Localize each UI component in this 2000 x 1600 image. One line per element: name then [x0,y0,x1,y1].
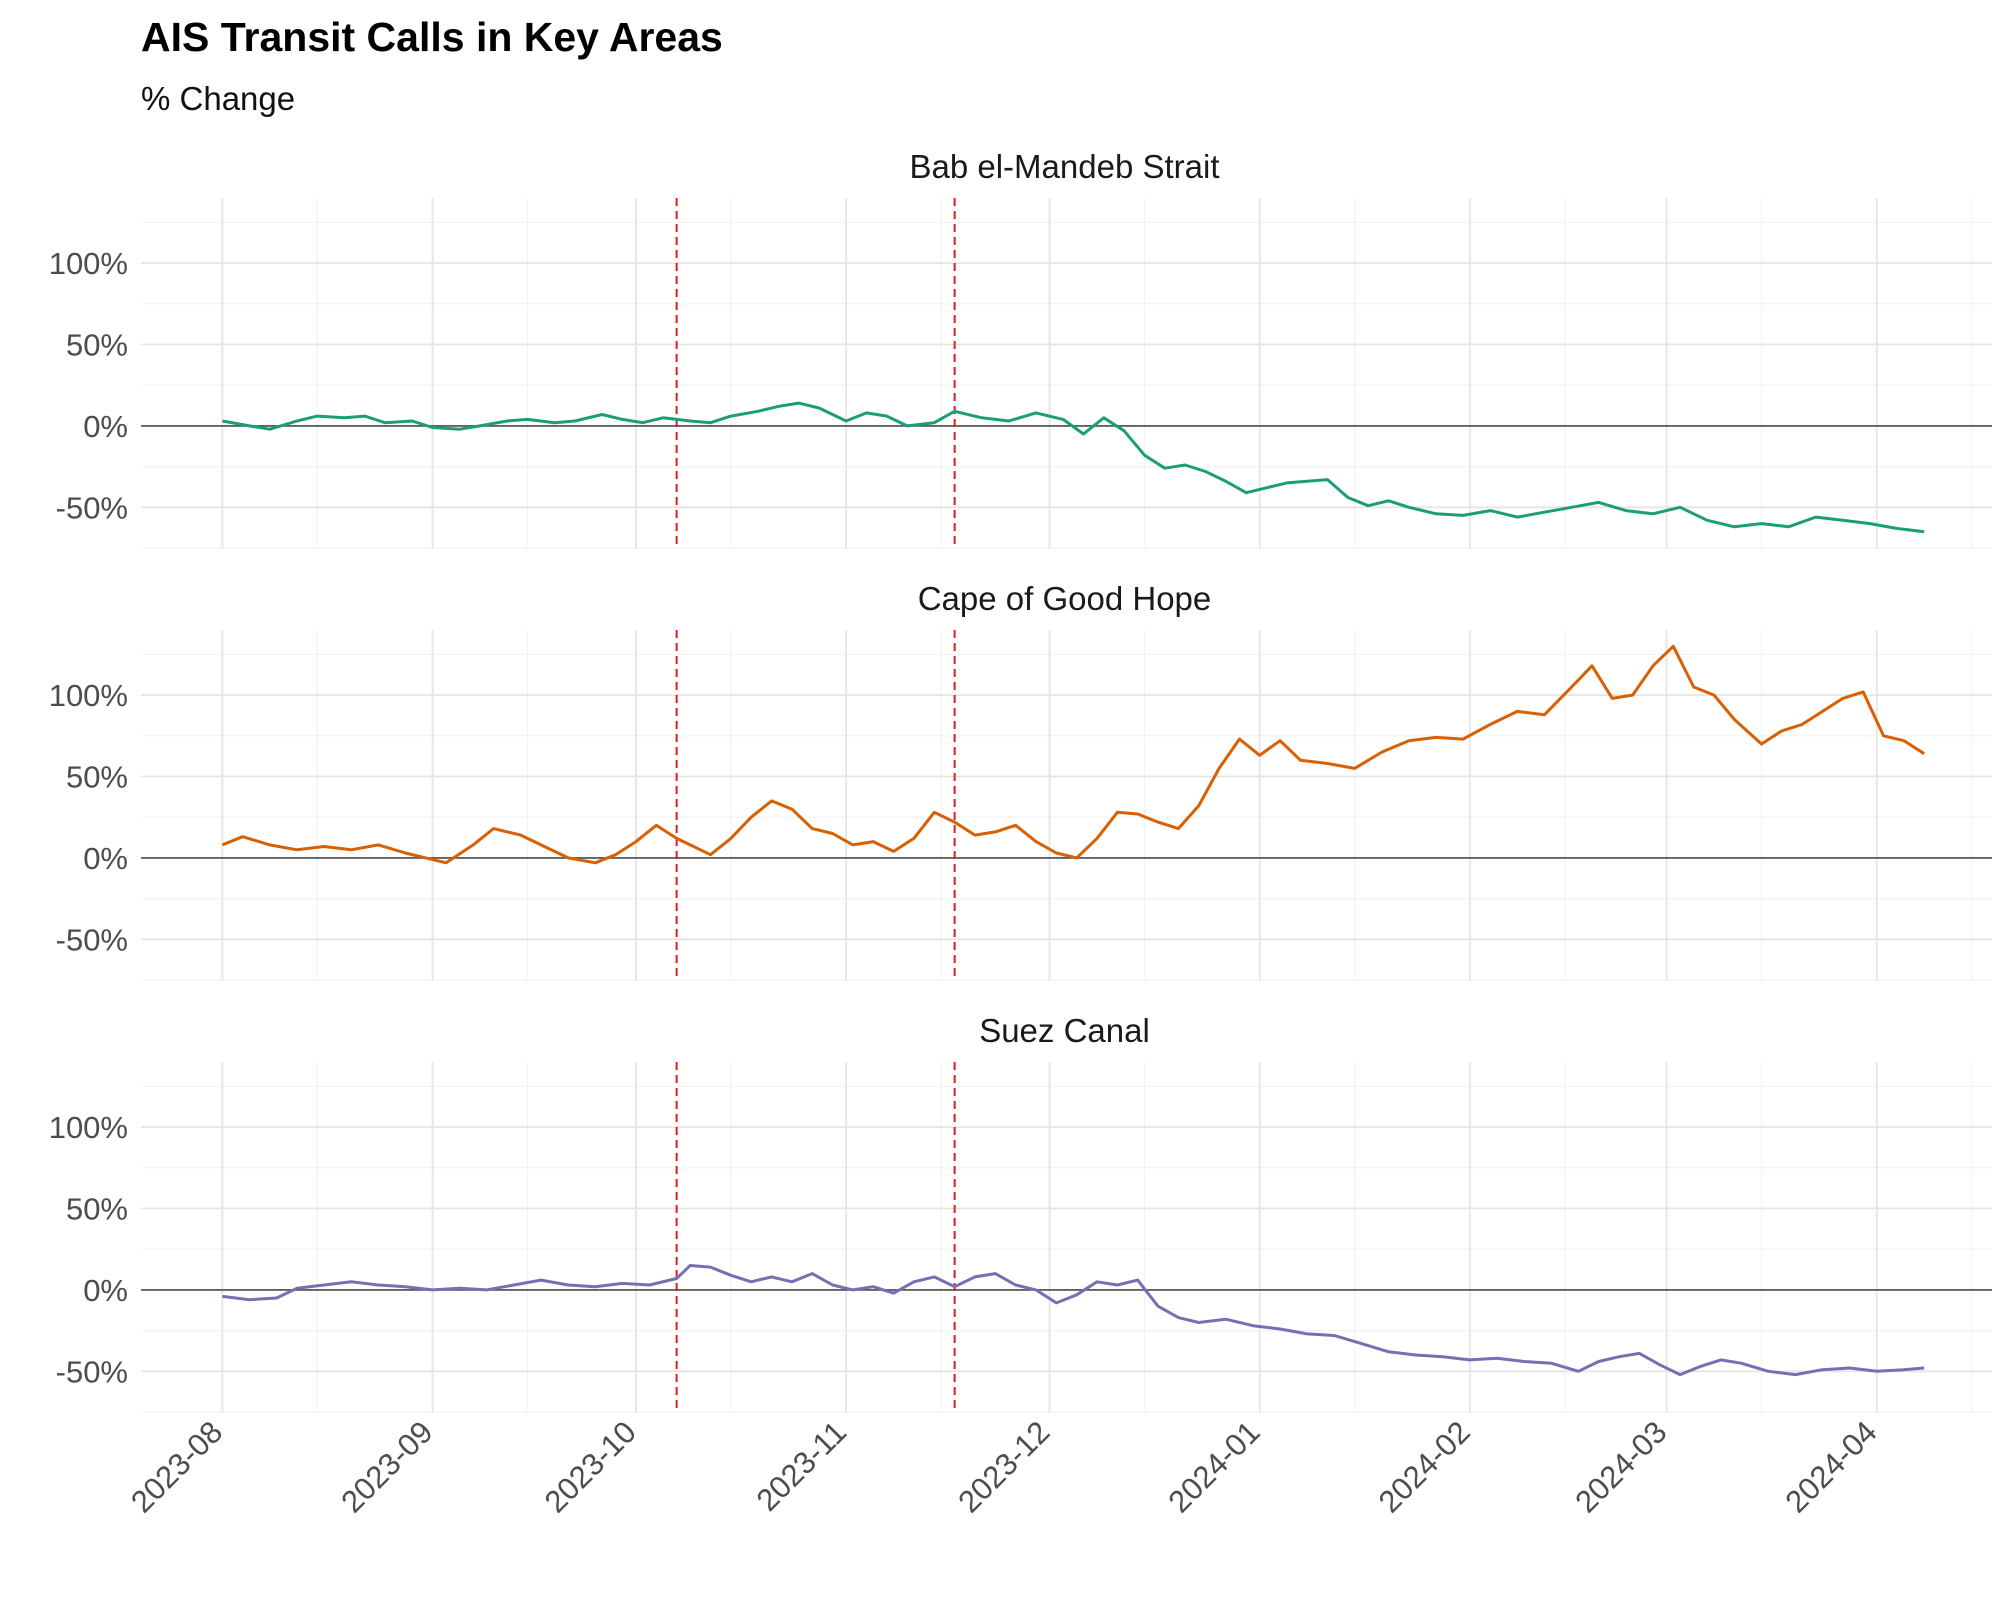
y-tick-label: -50% [56,490,128,525]
panel-title: Bab el-Mandeb Strait [909,148,1219,185]
x-tick-label: 2024-01 [1161,1414,1266,1519]
y-tick-label: 0% [83,841,128,876]
x-tick-label: 2023-10 [538,1414,643,1519]
x-tick-label: 2023-08 [124,1414,229,1519]
y-tick-label: 50% [66,1192,128,1227]
y-tick-label: 50% [66,328,128,363]
y-tick-label: 50% [66,760,128,795]
y-tick-label: 100% [49,678,128,713]
x-tick-label: 2024-03 [1568,1414,1673,1519]
x-tick-label: 2023-12 [951,1414,1056,1519]
chart-subtitle: % Change [141,80,296,117]
y-tick-label: 0% [83,1273,128,1308]
series-line [222,1264,1925,1377]
y-tick-label: 0% [83,409,128,444]
chart-title: AIS Transit Calls in Key Areas [141,14,723,60]
panel-title: Cape of Good Hope [918,580,1212,617]
series-line [221,644,1926,865]
x-tick-label: 2024-02 [1372,1414,1477,1519]
y-tick-label: -50% [56,1354,128,1389]
series-line [222,401,1925,534]
y-tick-label: 100% [49,246,128,281]
y-tick-label: -50% [56,922,128,957]
panel-title: Suez Canal [979,1012,1150,1049]
y-tick-label: 100% [49,1110,128,1145]
x-tick-label: 2024-04 [1778,1414,1883,1519]
x-tick-label: 2023-09 [334,1414,439,1519]
x-tick-label: 2023-11 [750,1414,854,1518]
